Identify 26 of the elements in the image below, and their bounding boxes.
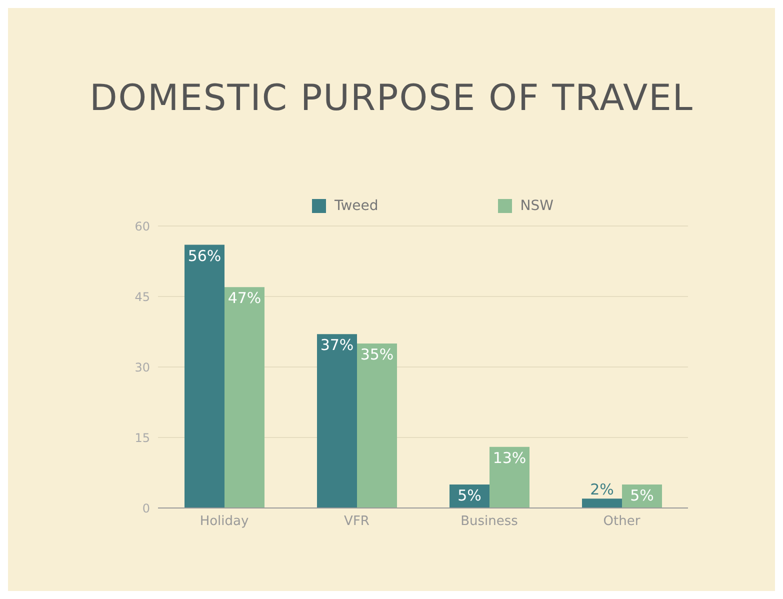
y-tick-label: 45 — [134, 290, 150, 304]
data-label: 2% — [590, 480, 614, 499]
data-label: 5% — [630, 486, 654, 504]
x-tick-label: Business — [460, 514, 518, 530]
y-tick-label: 60 — [134, 219, 150, 234]
x-tick-label: Other — [603, 514, 641, 530]
bar — [357, 344, 397, 508]
bar — [317, 334, 357, 508]
data-label: 56% — [188, 246, 222, 265]
y-tick-label: 30 — [134, 360, 150, 374]
bar — [582, 498, 622, 508]
x-tick-label: VFR — [344, 514, 370, 530]
data-label: 47% — [228, 289, 262, 308]
bar — [490, 446, 530, 508]
data-label: 5% — [458, 486, 482, 504]
chart-title: DOMESTIC PURPOSE OF TRAVEL — [88, 78, 694, 119]
bar — [224, 287, 264, 508]
bar — [184, 244, 224, 508]
data-label: 13% — [492, 448, 526, 467]
y-tick-label: 0 — [142, 501, 150, 516]
data-label: 37% — [320, 336, 354, 354]
legend-label: Tweed — [333, 198, 378, 214]
y-tick-label: 15 — [134, 430, 150, 445]
data-label: 35% — [360, 346, 394, 364]
legend-label: NSW — [519, 198, 554, 214]
x-tick-label: Holiday — [200, 514, 249, 530]
